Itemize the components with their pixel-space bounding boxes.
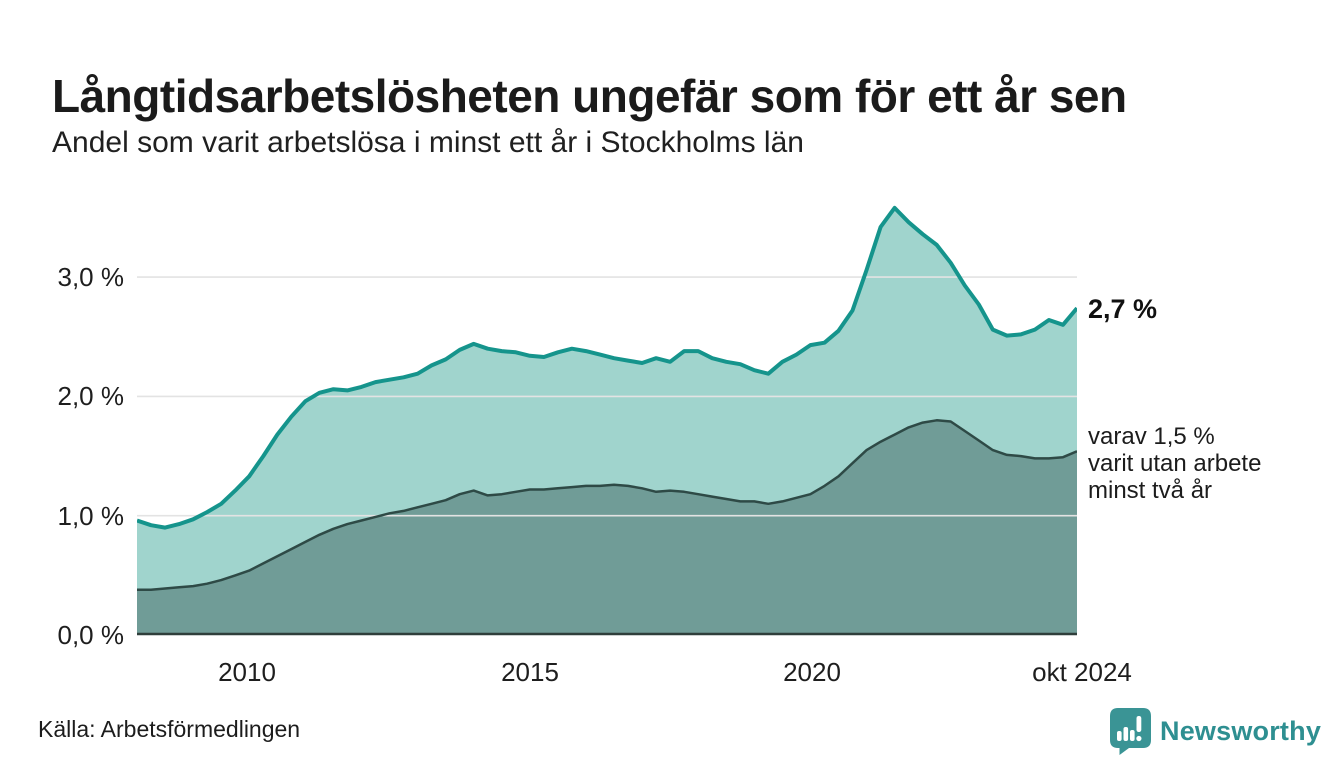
y-tick-1: 1,0 % xyxy=(57,501,125,531)
y-tick-2: 2,0 % xyxy=(57,381,125,411)
page-subtitle: Andel som varit arbetslösa i minst ett å… xyxy=(52,126,804,159)
y-tick-0: 0,0 % xyxy=(57,620,125,650)
x-tick-2010: 2010 xyxy=(218,657,276,687)
x-tick-2020: 2020 xyxy=(783,657,841,687)
source-note: Källa: Arbetsförmedlingen xyxy=(38,716,301,742)
plot-svg xyxy=(137,205,1077,636)
brand-logo: Newsworthy xyxy=(1110,708,1321,755)
y-tick-3: 3,0 % xyxy=(57,262,125,292)
two-year-annotation: varav 1,5 % varit utan arbete minst två … xyxy=(1088,423,1262,504)
series-line-min-one-year xyxy=(137,205,1077,530)
newsworthy-logo-icon xyxy=(1110,708,1151,755)
series-line-min-two-years xyxy=(137,419,1077,591)
page-title: Långtidsarbetslösheten ungefär som för e… xyxy=(52,69,1127,122)
x-tick-okt-2024: okt 2024 xyxy=(1032,657,1132,687)
area-chart xyxy=(137,185,1077,636)
latest-value-label: 2,7 % xyxy=(1088,294,1158,324)
x-tick-2015: 2015 xyxy=(501,657,559,687)
brand-name: Newsworthy xyxy=(1160,716,1322,746)
